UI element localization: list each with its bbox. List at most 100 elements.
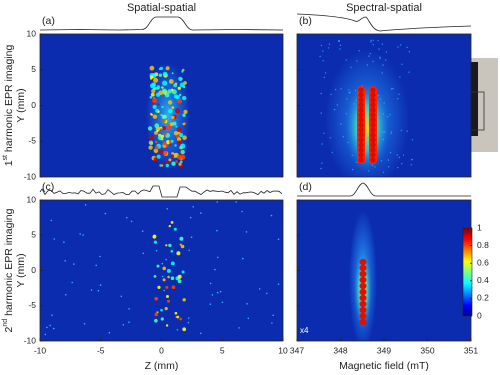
image-speckle	[370, 92, 376, 98]
image-speckle	[367, 137, 369, 139]
image-speckle	[389, 151, 392, 154]
image-speckle	[348, 92, 350, 94]
image-speckle	[161, 275, 164, 278]
image-speckle	[401, 63, 403, 65]
image-speckle	[398, 93, 400, 95]
image-speckle	[167, 89, 172, 94]
image-speckle	[182, 135, 187, 140]
image-speckle	[181, 70, 184, 73]
image-speckle	[358, 127, 364, 133]
image-speckle	[179, 146, 183, 150]
image-speckle	[347, 141, 349, 144]
panel-label: (b)	[299, 15, 312, 27]
image-speckle	[371, 164, 374, 166]
image-speckle	[155, 249, 158, 252]
image-speckle	[182, 95, 187, 101]
y-tick-label: 5	[31, 64, 36, 74]
image-speckle	[247, 317, 250, 320]
image-speckle	[176, 315, 180, 319]
image-speckle	[155, 92, 161, 97]
image-speckle	[165, 163, 169, 168]
image-speckle	[174, 144, 177, 147]
image-speckle	[372, 39, 374, 41]
image-speckle	[216, 201, 218, 203]
image-speckle	[333, 108, 336, 111]
image-speckle	[161, 86, 164, 89]
image-speckle	[171, 72, 174, 75]
image-speckle	[272, 314, 275, 317]
image-speckle	[156, 129, 159, 133]
image-speckle	[271, 322, 273, 324]
image-speckle	[379, 56, 381, 58]
image-speckle	[171, 115, 175, 120]
image-speckle	[382, 64, 384, 66]
image-band	[359, 306, 367, 314]
image-speckle	[350, 66, 352, 69]
image-speckle	[338, 40, 340, 42]
image-band	[359, 294, 367, 302]
image-speckle	[167, 100, 173, 105]
image-speckle	[380, 160, 383, 162]
image-band	[359, 318, 367, 326]
image-speckle	[370, 157, 376, 163]
image-speckle	[370, 107, 376, 113]
image-speckle	[162, 141, 167, 146]
image-speckle	[358, 152, 364, 158]
image-speckle	[370, 152, 376, 158]
image-speckle	[329, 137, 331, 139]
image-speckle	[177, 140, 182, 145]
image-speckle	[241, 210, 243, 213]
image-speckle	[151, 82, 156, 88]
image-speckle	[141, 230, 144, 232]
image-speckle	[277, 283, 280, 286]
image-speckle	[238, 327, 240, 329]
image-speckle	[170, 154, 175, 158]
panel-image	[297, 34, 471, 177]
image-speckle	[399, 76, 401, 78]
x-tick-label: 350	[420, 345, 434, 355]
image-speckle	[168, 243, 172, 248]
image-speckle	[353, 103, 355, 105]
image-glow	[345, 84, 389, 172]
image-speckle	[382, 138, 384, 141]
image-speckle	[176, 127, 182, 132]
image-speckle	[383, 102, 385, 104]
image-speckle	[369, 52, 371, 55]
panel-image	[40, 34, 283, 177]
image-speckle	[388, 166, 390, 168]
image-speckle	[396, 154, 398, 156]
image-speckle	[161, 114, 166, 120]
image-speckle	[157, 285, 161, 289]
image-speckle	[377, 94, 380, 97]
image-speckle	[356, 60, 358, 62]
colorbar-tick-label: 0.6	[477, 257, 489, 267]
image-speckle	[165, 66, 170, 71]
image-speckle	[358, 87, 364, 93]
image-speckle	[216, 229, 218, 232]
image-speckle	[179, 93, 182, 97]
image-speckle	[179, 317, 183, 321]
image-speckle	[398, 156, 401, 159]
image-speckle	[142, 252, 145, 255]
image-speckle	[153, 148, 159, 154]
image-speckle	[214, 268, 216, 271]
image-speckle	[367, 170, 370, 172]
image-speckle	[370, 132, 376, 138]
image-speckle	[200, 332, 202, 335]
image-speckle	[164, 307, 168, 311]
image-speckle	[161, 105, 164, 109]
image-speckle	[345, 113, 348, 115]
image-speckle	[370, 112, 376, 118]
image-speckle	[370, 127, 376, 133]
image-speckle	[355, 99, 358, 102]
projection-trace	[39, 16, 284, 31]
image-speckle	[358, 137, 364, 143]
image-speckle	[188, 249, 190, 252]
image-speckle	[370, 117, 376, 123]
image-speckle	[172, 121, 177, 126]
image-speckle	[174, 82, 178, 85]
image-speckle	[177, 137, 182, 142]
panel-label: (c)	[42, 181, 54, 193]
image-speckle	[166, 295, 169, 298]
image-speckle	[161, 262, 164, 265]
